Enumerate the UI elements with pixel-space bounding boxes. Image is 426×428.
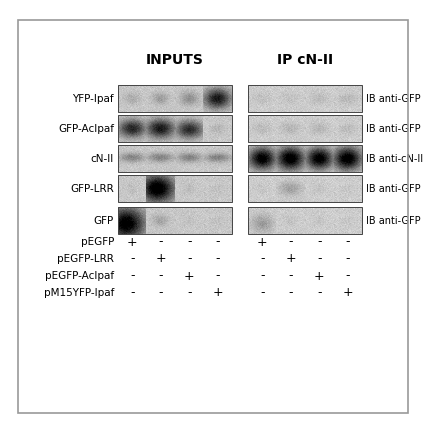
Bar: [118, 85, 232, 112]
Text: pM15YFP-Ipaf: pM15YFP-Ipaf: [43, 288, 114, 298]
Text: +: +: [127, 235, 138, 249]
Text: -: -: [187, 235, 192, 249]
Text: +: +: [213, 286, 223, 300]
Text: -: -: [158, 286, 163, 300]
Bar: [118, 145, 232, 172]
Text: -: -: [158, 235, 163, 249]
Text: pEGFP: pEGFP: [81, 237, 114, 247]
Text: +: +: [257, 235, 268, 249]
Text: -: -: [260, 253, 265, 265]
Text: -: -: [260, 270, 265, 282]
Text: -: -: [260, 286, 265, 300]
Bar: [248, 207, 362, 234]
Text: pEGFP-AcIpaf: pEGFP-AcIpaf: [45, 271, 114, 281]
Text: +: +: [155, 253, 166, 265]
Text: -: -: [317, 286, 322, 300]
Text: IB anti-GFP: IB anti-GFP: [366, 184, 420, 193]
Text: -: -: [187, 286, 192, 300]
Text: -: -: [345, 270, 350, 282]
Bar: [248, 175, 362, 202]
Text: -: -: [317, 253, 322, 265]
Text: pEGFP-LRR: pEGFP-LRR: [57, 254, 114, 264]
Text: GFP: GFP: [94, 216, 114, 226]
Text: -: -: [317, 235, 322, 249]
Bar: [118, 175, 232, 202]
Bar: [118, 207, 232, 234]
Text: -: -: [130, 253, 135, 265]
Text: -: -: [130, 286, 135, 300]
Text: +: +: [285, 253, 296, 265]
Text: -: -: [345, 235, 350, 249]
Text: IB anti-GFP: IB anti-GFP: [366, 124, 420, 134]
Text: IB anti-cN-II: IB anti-cN-II: [366, 154, 423, 163]
Text: +: +: [314, 270, 325, 282]
Text: -: -: [158, 270, 163, 282]
Text: INPUTS: INPUTS: [146, 53, 204, 67]
Bar: [248, 85, 362, 112]
Text: -: -: [130, 270, 135, 282]
Bar: [248, 115, 362, 142]
Text: -: -: [288, 286, 293, 300]
Text: -: -: [187, 253, 192, 265]
Text: -: -: [216, 253, 220, 265]
Text: YFP-Ipaf: YFP-Ipaf: [72, 93, 114, 104]
Text: -: -: [216, 270, 220, 282]
Text: +: +: [343, 286, 353, 300]
Text: IB anti-GFP: IB anti-GFP: [366, 93, 420, 104]
Text: -: -: [216, 235, 220, 249]
Text: cN-II: cN-II: [91, 154, 114, 163]
Text: -: -: [288, 235, 293, 249]
Text: IP cN-II: IP cN-II: [277, 53, 333, 67]
Text: GFP-LRR: GFP-LRR: [70, 184, 114, 193]
Bar: [248, 145, 362, 172]
Text: GFP-AcIpaf: GFP-AcIpaf: [58, 124, 114, 134]
Text: -: -: [345, 253, 350, 265]
Text: -: -: [288, 270, 293, 282]
Text: +: +: [184, 270, 195, 282]
Bar: [118, 115, 232, 142]
Text: IB anti-GFP: IB anti-GFP: [366, 216, 420, 226]
